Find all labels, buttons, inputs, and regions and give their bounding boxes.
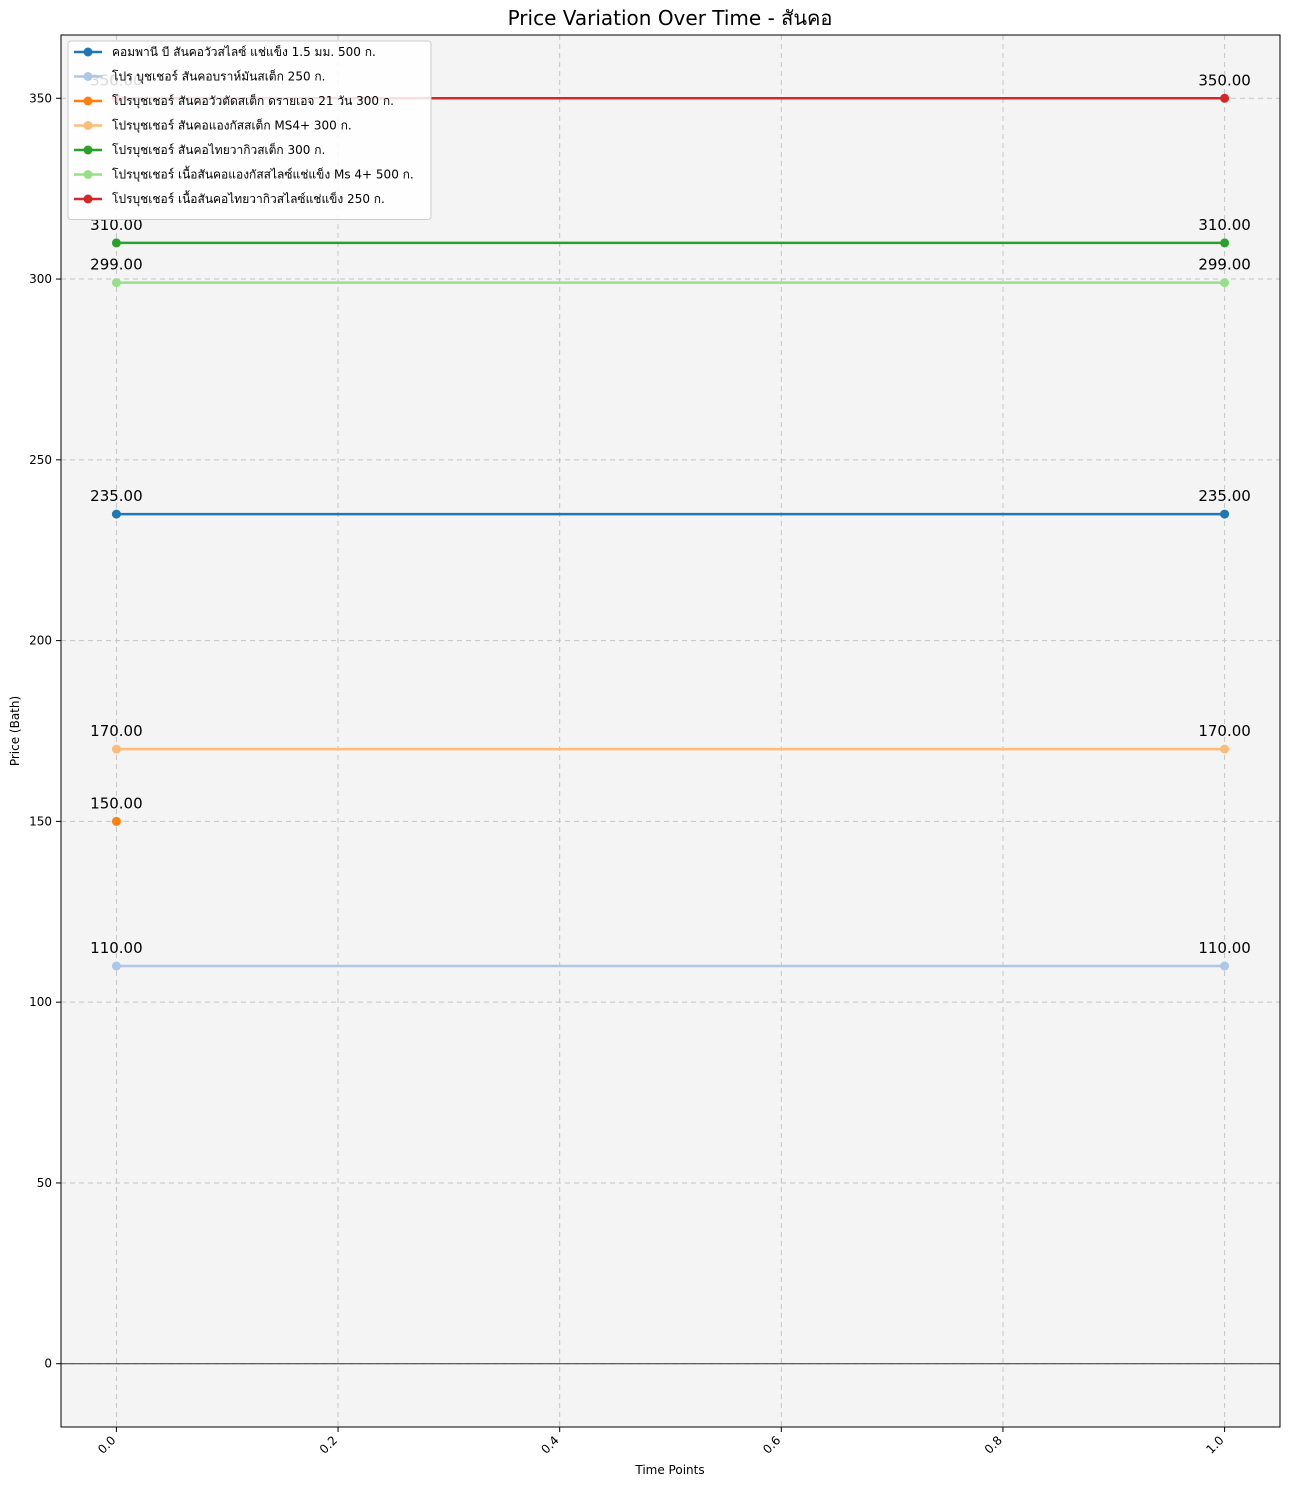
data-label: 235.00 [1198,487,1251,505]
data-point [111,816,121,826]
y-tick-label: 0 [44,1357,52,1371]
legend: คอมพานี บี สันคอวัวสไลซ์ แช่แข็ง 1.5 มม.… [67,40,432,220]
legend-entry: โปรบุชเชอร์ เนื้อสันคอไทยวากิวสไลซ์แช่แข… [112,190,385,207]
data-label: 110.00 [90,939,143,957]
data-label: 310.00 [90,216,143,234]
legend-entry: โปรบุชเชอร์ สันคอวัวตัดสเต็ก ดรายเอจ 21 … [112,93,394,109]
data-label: 170.00 [90,722,143,740]
data-label: 299.00 [1198,256,1251,274]
data-point [1220,278,1230,288]
legend-swatch-marker [83,96,93,106]
x-tick-label: 0.0 [95,1433,118,1456]
data-point [1220,509,1230,519]
legend-entry: โปร บุชเชอร์ สันคอบราห์มันสเต็ก 250 ก. [112,69,325,85]
x-axis-label: Time Points [634,1463,704,1477]
x-tick-label: 0.8 [982,1433,1005,1456]
legend-box [67,40,432,220]
legend-swatch-marker [83,72,93,81]
data-label: 170.00 [1198,722,1251,740]
data-label: 235.00 [90,487,143,505]
plot-frame [60,34,1281,1428]
y-tick-label: 150 [29,814,52,828]
data-point [111,238,121,248]
y-tick-label: 250 [29,453,52,467]
data-point [1220,961,1230,971]
y-axis-label: Price (Bath) [8,696,22,766]
data-point [111,744,121,754]
chart-title: Price Variation Over Time - สันคอ [508,6,833,30]
data-point [1220,93,1230,103]
data-point [111,509,121,519]
data-point [1220,744,1230,754]
x-tick-label: 0.6 [760,1433,783,1456]
y-tick-label: 300 [29,272,52,286]
data-label: 110.00 [1198,939,1251,957]
y-tick-label: 50 [37,1176,52,1190]
plot-area [61,35,1280,1427]
legend-swatch-marker [83,121,93,130]
y-tick-label: 200 [29,634,52,648]
y-tick-label: 350 [29,91,52,105]
legend-swatch-marker [83,170,93,179]
data-label: 150.00 [90,794,143,812]
legend-swatch-marker [83,145,93,155]
x-tick-label: 1.0 [1203,1433,1226,1456]
legend-swatch-marker [83,47,93,57]
legend-entry: โปรบุชเชอร์ เนื้อสันคอแองกัสสไลซ์แช่แข็ง… [112,166,414,183]
data-point [111,278,121,288]
data-label: 310.00 [1198,216,1251,234]
data-labels: 235.00 235.00 110.00 110.00 150.00 170.00 170.… [90,71,1251,957]
legend-entry: โปรบุชเชอร์ สันคอแองกัสสเต็ก MS4+ 300 ก. [112,118,352,134]
grid-lines [61,35,1280,1427]
y-tick-label: 100 [29,995,52,1009]
data-point [111,961,121,971]
data-label: 350.00 [1198,71,1251,89]
x-tick-label: 0.2 [317,1433,340,1456]
x-tick-label: 0.4 [538,1433,561,1456]
legend-swatch-marker [83,194,93,204]
legend-entry: คอมพานี บี สันคอวัวสไลซ์ แช่แข็ง 1.5 มม.… [112,44,376,59]
data-point [1220,238,1230,248]
data-label: 299.00 [90,256,143,274]
legend-entry: โปรบุชเชอร์ สันคอไทยวากิวสเต็ก 300 ก. [112,142,325,158]
